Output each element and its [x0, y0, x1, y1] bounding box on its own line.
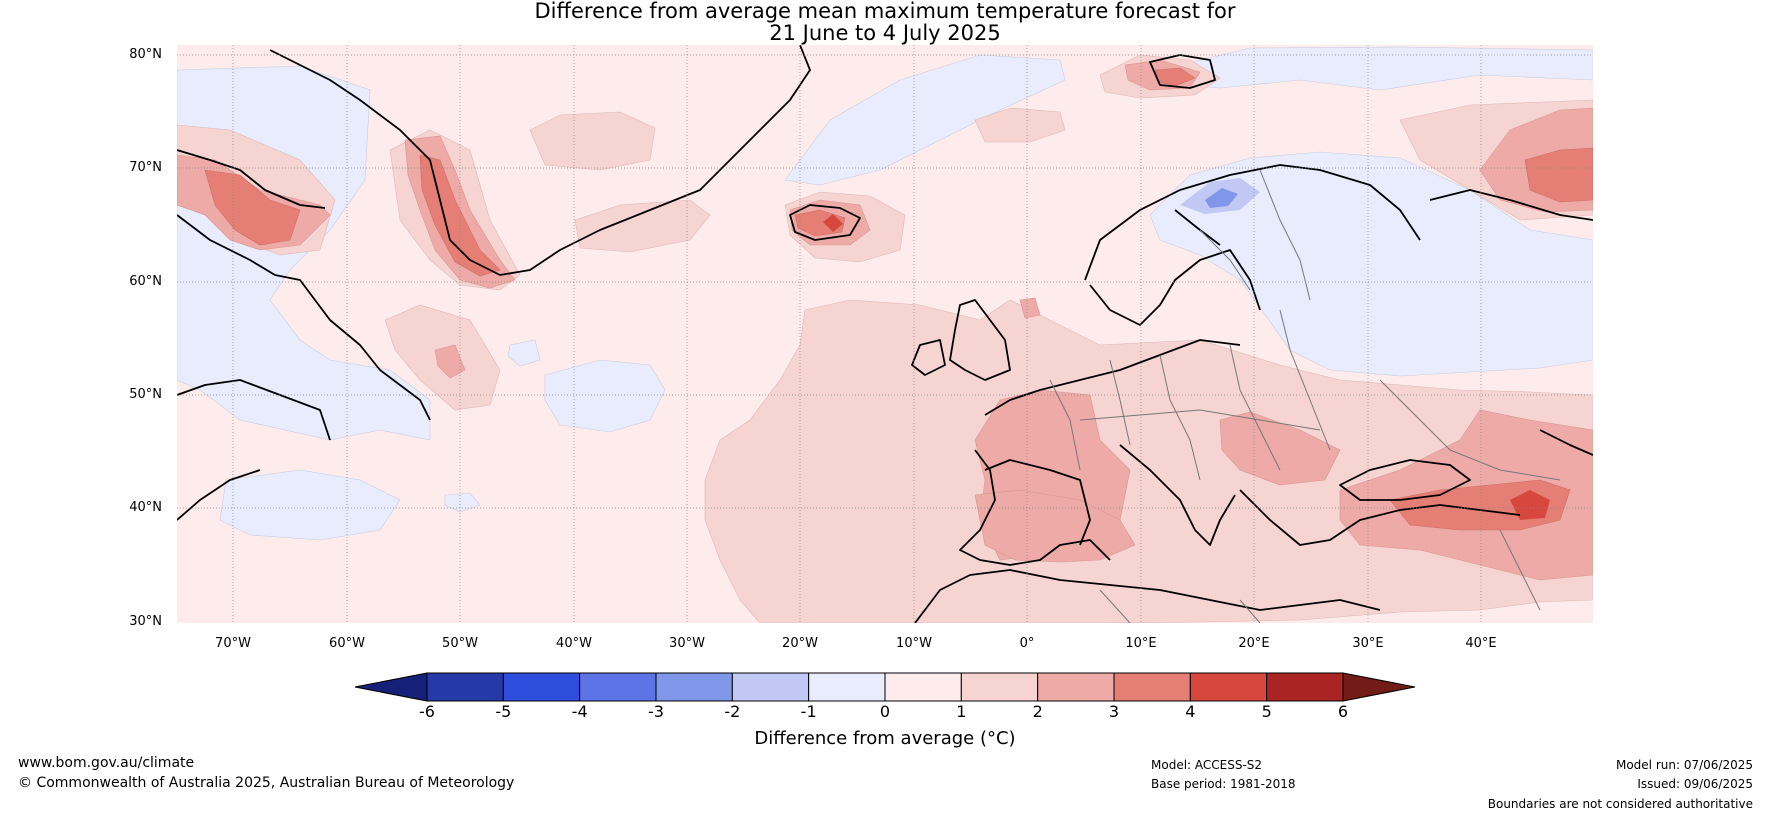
map-title-line2: 21 June to 4 July 2025 — [769, 21, 1001, 45]
colorbar-tick-label: 0 — [879, 702, 891, 721]
lon-label-0: 0° — [1019, 636, 1035, 651]
map-title-line1: Difference from average mean maximum tem… — [534, 0, 1236, 23]
colorbar-bin — [1266, 672, 1344, 702]
lat-label-30n: 30°N — [129, 614, 162, 629]
lon-label-40e: 40°E — [1465, 636, 1497, 651]
colorbar-bin — [1037, 672, 1115, 702]
colorbar-tick-label: 5 — [1261, 702, 1272, 721]
colorbar-bin — [655, 672, 733, 702]
lon-label-30e: 30°E — [1352, 636, 1384, 651]
footer-model: Model: ACCESS-S2 — [1151, 758, 1263, 772]
lon-label-60w: 60°W — [329, 636, 365, 651]
lat-label-60n: 60°N — [129, 274, 162, 289]
colorbar — [354, 672, 1416, 702]
colorbar-under-arrow — [354, 672, 428, 702]
coastlines — [177, 45, 1593, 623]
footer-copyright: © Commonwealth of Australia 2025, Austra… — [18, 775, 515, 791]
colorbar-tick-label: 4 — [1185, 702, 1196, 721]
map-field — [177, 45, 1593, 623]
colorbar-tick-label: 3 — [1108, 702, 1120, 721]
colorbar-tick-label: -3 — [648, 702, 664, 721]
lon-label-70w: 70°W — [215, 636, 251, 651]
cool-anomaly-peak — [1205, 188, 1238, 208]
colorbar-tick-label: -1 — [800, 702, 817, 721]
colorbar-tick-label: -4 — [571, 702, 588, 721]
country-borders — [1049, 169, 1561, 623]
colorbar-bin — [731, 672, 810, 702]
colorbar-tick-label: -2 — [724, 702, 741, 721]
lat-label-40n: 40°N — [129, 500, 162, 515]
graticule — [177, 45, 1593, 623]
lon-label-50w: 50°W — [442, 636, 478, 651]
colorbar-bin — [502, 672, 581, 702]
lat-label-70n: 70°N — [129, 160, 162, 175]
lon-label-30w: 30°W — [669, 636, 705, 651]
footer-issued: Issued: 09/06/2025 — [1637, 777, 1753, 791]
footer-website: www.bom.gov.au/climate — [18, 755, 195, 771]
warm-4-to-5-cores — [823, 214, 1550, 520]
colorbar-bin — [960, 672, 1039, 702]
lon-label-20e: 20°E — [1238, 636, 1270, 651]
colorbar-tick-label: -5 — [495, 702, 512, 721]
colorbar-bin — [1189, 672, 1268, 702]
footer-base-period: Base period: 1981-2018 — [1151, 777, 1296, 791]
lon-label-10w: 10°W — [896, 636, 932, 651]
colorbar-bin — [1113, 672, 1191, 702]
lon-label-20w: 20°W — [782, 636, 818, 651]
lat-label-80n: 80°N — [129, 47, 162, 62]
colorbar-tick-label: 1 — [956, 702, 967, 721]
colorbar-bin — [808, 672, 886, 702]
colorbar-bin — [884, 672, 962, 702]
lat-label-50n: 50°N — [129, 387, 162, 402]
colorbar-over-arrow — [1342, 672, 1416, 702]
colorbar-tick-label: 6 — [1337, 702, 1349, 721]
lon-label-40w: 40°W — [556, 636, 592, 651]
cool-anomaly-regions — [177, 46, 1593, 541]
colorbar-bin — [579, 672, 657, 702]
colorbar-label: Difference from average (°C) — [754, 728, 1016, 749]
colorbar-bin — [426, 672, 504, 702]
colorbar-tick-label: -6 — [419, 702, 435, 721]
lon-label-10e: 10°E — [1125, 636, 1157, 651]
colorbar-tick-label: 2 — [1032, 702, 1043, 721]
footer-disclaimer: Boundaries are not considered authoritat… — [1487, 797, 1753, 811]
footer-model-run: Model run: 07/06/2025 — [1615, 758, 1753, 772]
